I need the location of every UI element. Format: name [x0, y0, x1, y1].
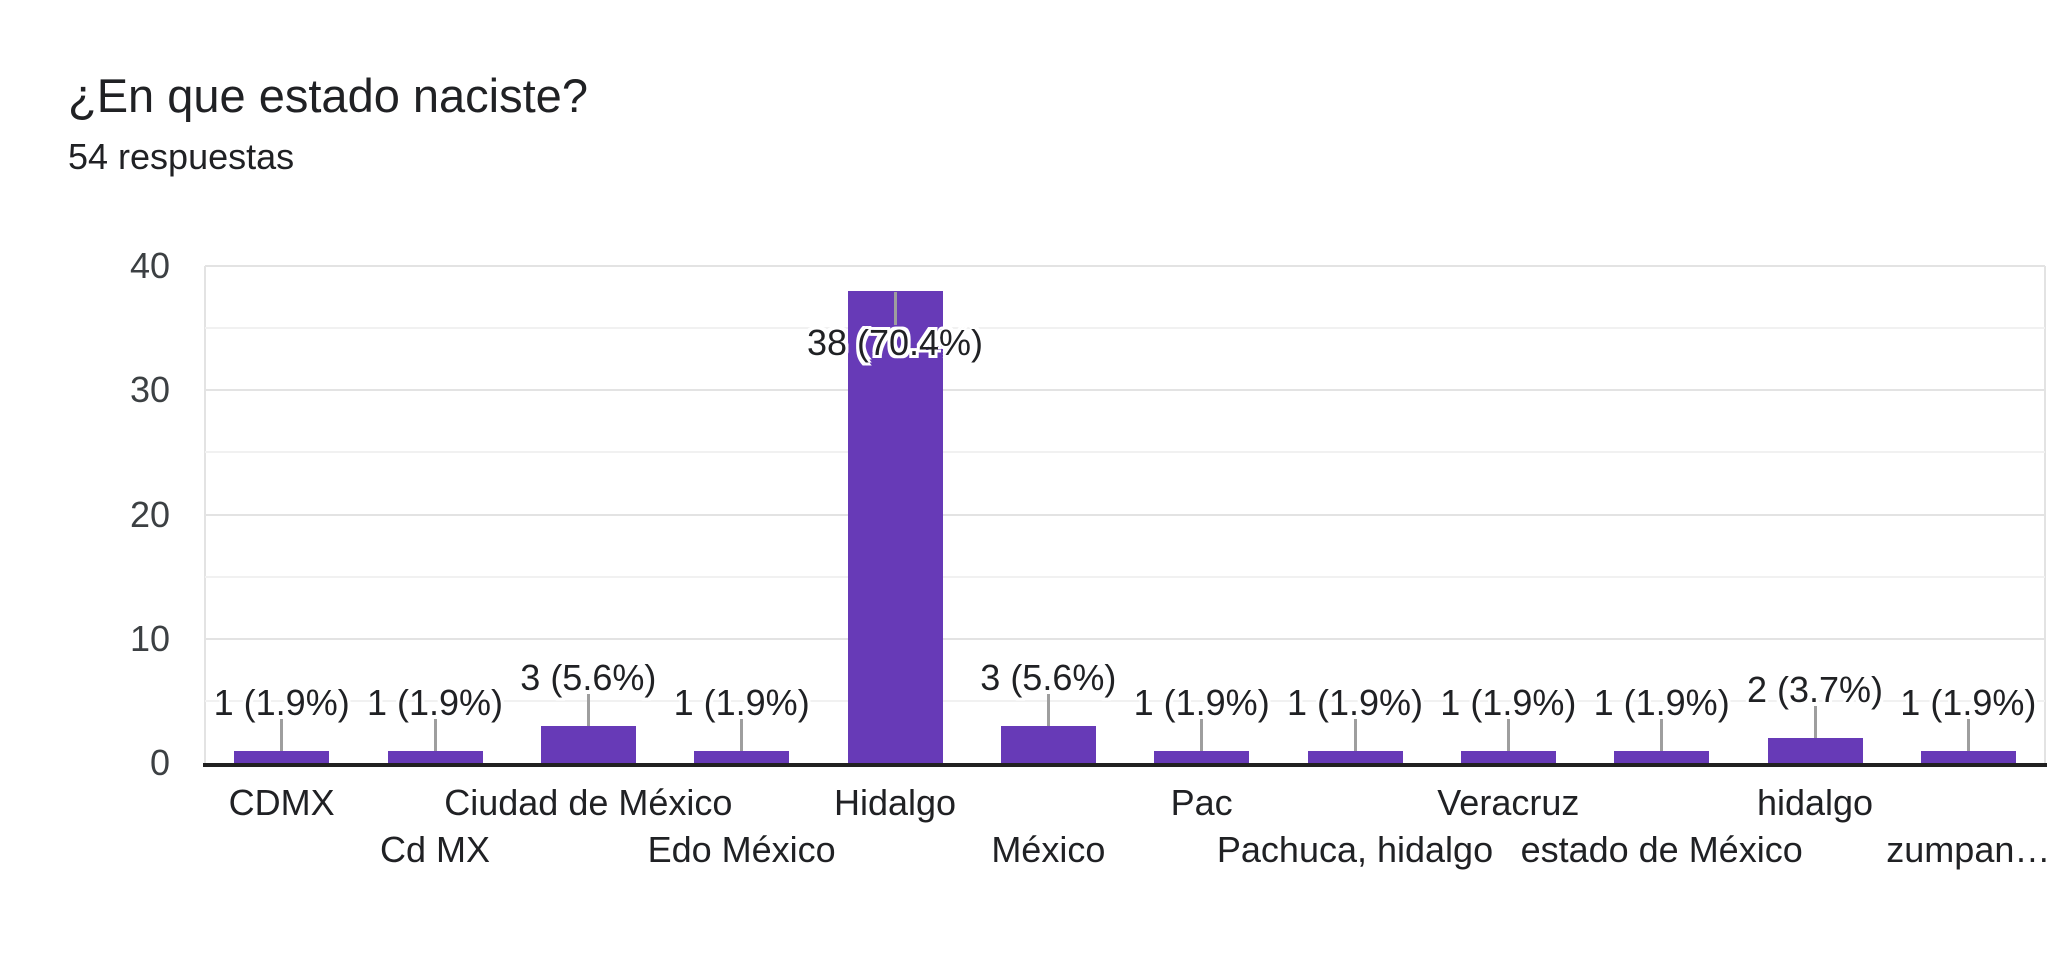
bar [1920, 750, 2016, 763]
response-count: 54 respuestas [68, 136, 295, 177]
x-axis-line [203, 763, 2047, 767]
bar-stem-line [740, 718, 744, 751]
x-axis: CDMX Cd MX Ciudad de México Edo México Hidal… [205, 763, 2048, 903]
bar-value-label: 1 (1.9%) [1593, 681, 1730, 723]
y-axis: 0 10 20 30 40 [30, 245, 170, 783]
question-title: ¿En que estado naciste? [68, 69, 588, 122]
bar-stem-line [1660, 718, 1664, 751]
bar [1154, 750, 1250, 763]
bar-stem-line [1353, 718, 1357, 751]
bar [1307, 750, 1403, 763]
bar [234, 750, 330, 763]
bar [694, 750, 790, 763]
y-tick-label: 20 [129, 493, 170, 535]
bar-stem-line [1046, 693, 1050, 726]
x-category-label: Hidalgo [833, 782, 957, 823]
bar [1000, 725, 1096, 763]
bar [847, 290, 943, 763]
bar-stem-line [1506, 718, 1510, 751]
bar-value-label: 3 (5.6%) [520, 656, 657, 698]
bar-stem-line [1966, 718, 1970, 751]
y-tick-label: 10 [129, 617, 170, 659]
plot-area: 1 (1.9%) 1 (1.9%) 3 (5.6%) 1 (1.9%) 38 (70.4… [203, 265, 2047, 767]
x-category-label: Cd MX [379, 829, 491, 870]
bar [1614, 750, 1710, 763]
x-category-label: Veracruz [1437, 782, 1580, 823]
bar-value-label: 1 (1.9%) [366, 681, 504, 723]
bar-stem-line [433, 718, 437, 751]
bar [387, 750, 483, 763]
x-category-label: estado de México [1520, 829, 1803, 870]
bar-value-label: 2 (3.7%) [1746, 669, 1884, 711]
bar [1767, 738, 1863, 763]
x-category-label: Ciudad de México [444, 782, 733, 823]
bar-value-label: 3 (5.6%) [980, 656, 1117, 698]
bar-value-label: 1 (1.9%) [1900, 681, 2037, 723]
x-category-label: CDMX [228, 782, 335, 823]
bar [1460, 750, 1556, 763]
bar-value-label: 1 (1.9%) [1440, 681, 1577, 723]
bar [540, 725, 636, 763]
bar-value-label: 1 (1.9%) [673, 681, 810, 723]
major-gridline [205, 513, 2045, 516]
x-category-label: Pachuca, hidalgo [1216, 829, 1494, 870]
bar-value-label: 1 (1.9%) [213, 681, 350, 723]
x-category-label: hidalgo [1756, 782, 1874, 823]
bar-stem-line [893, 291, 897, 325]
bar-stem-line [280, 718, 284, 751]
minor-gridline [205, 699, 2045, 702]
x-category-label: Edo México [647, 829, 836, 870]
plot-right-border [2044, 266, 2046, 763]
minor-gridline [205, 451, 2045, 454]
major-gridline [205, 265, 2045, 267]
minor-gridline [205, 575, 2045, 578]
bar-stem-line [586, 693, 590, 726]
bar-stem-line [1200, 718, 1204, 751]
bar-value-label: 1 (1.9%) [1286, 681, 1424, 723]
bar-value-label: 1 (1.9%) [1133, 681, 1270, 723]
minor-gridline [205, 327, 2045, 330]
y-tick-label: 0 [149, 742, 170, 783]
major-gridline [205, 637, 2045, 640]
bar-stem-line [1813, 706, 1817, 739]
y-tick-label: 30 [129, 369, 170, 411]
x-category-label: zumpan… [1886, 829, 2048, 870]
bar-value-label: 38 (70.4%) [806, 321, 984, 363]
major-gridline [205, 389, 2045, 392]
x-category-label: México [991, 829, 1106, 870]
x-category-label: Pac [1170, 782, 1233, 823]
y-tick-label: 40 [129, 245, 170, 286]
